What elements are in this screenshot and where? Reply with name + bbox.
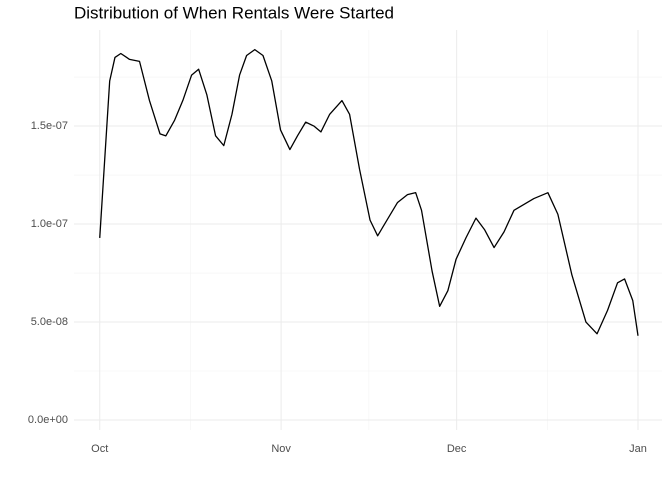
x-tick-label: Jan (629, 443, 647, 455)
x-tick-label: Nov (271, 443, 291, 455)
y-tick-label: 0.0e+00 (28, 414, 68, 426)
y-tick-label: 1.5e-07 (31, 120, 68, 132)
x-tick-label: Dec (447, 443, 467, 455)
x-tick-label: Oct (91, 443, 108, 455)
density-line (99, 48, 639, 336)
y-tick-label: 1.0e-07 (31, 218, 68, 230)
y-tick-label: 5.0e-08 (31, 316, 68, 328)
chart-title: Distribution of When Rentals Were Starte… (74, 3, 394, 22)
